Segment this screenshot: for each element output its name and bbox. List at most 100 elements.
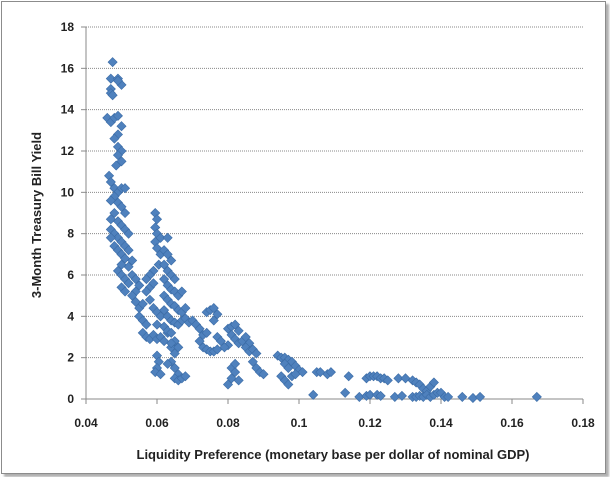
data-point <box>169 362 180 374</box>
data-point <box>155 311 166 322</box>
x-tick-label: 0.04 <box>74 416 98 430</box>
data-point <box>141 319 152 330</box>
data-point <box>159 305 170 316</box>
data-point <box>159 336 170 347</box>
data-point <box>297 367 308 378</box>
data-point <box>283 362 294 374</box>
data-point <box>240 331 251 343</box>
data-point <box>382 375 393 386</box>
x-tick-label: 0.18 <box>571 416 595 430</box>
data-point <box>428 377 439 388</box>
data-point <box>283 379 294 390</box>
data-point <box>116 259 127 270</box>
x-tick-label: 0.12 <box>358 416 382 430</box>
data-point <box>194 336 205 347</box>
data-point <box>111 160 122 171</box>
data-point <box>343 371 354 382</box>
data-point <box>120 253 131 264</box>
data-point <box>162 232 173 243</box>
data-point <box>112 150 123 161</box>
data-point <box>137 298 148 309</box>
data-point <box>144 294 155 305</box>
data-point <box>364 389 376 400</box>
data-point <box>116 156 127 167</box>
data-point <box>105 195 116 206</box>
data-point <box>173 342 184 353</box>
data-point <box>109 133 120 144</box>
data-point <box>375 390 386 401</box>
data-point <box>112 110 123 121</box>
data-point <box>443 391 454 402</box>
data-point <box>290 369 301 380</box>
data-point <box>159 259 170 270</box>
data-point <box>166 338 177 349</box>
data-point <box>107 57 118 68</box>
x-tick-label: 0.06 <box>145 416 169 430</box>
data-point <box>151 243 163 254</box>
data-point <box>130 274 141 285</box>
data-point <box>230 358 241 369</box>
data-point <box>475 391 486 402</box>
data-point <box>123 245 134 256</box>
data-point <box>134 280 145 291</box>
x-tick-label: 0.08 <box>216 416 240 430</box>
y-tick-label: 0 <box>67 392 74 406</box>
y-tick-label: 8 <box>67 227 74 241</box>
data-point <box>105 73 116 84</box>
data-point <box>155 369 166 380</box>
data-point <box>141 286 152 297</box>
data-point <box>400 373 411 384</box>
data-point <box>123 228 134 239</box>
data-point <box>233 375 244 386</box>
data-point <box>180 303 191 314</box>
data-point <box>208 315 219 326</box>
data-point <box>230 319 241 330</box>
y-tick-label: 4 <box>67 309 74 323</box>
y-tick-label: 14 <box>61 103 75 117</box>
data-point <box>201 327 212 338</box>
x-tick-label: 0.14 <box>429 416 453 430</box>
data-point <box>112 75 123 86</box>
x-axis-title: Liquidity Preference (monetary base per … <box>137 447 530 462</box>
y-tick-label: 10 <box>61 185 75 199</box>
data-point <box>325 367 336 378</box>
data-point <box>315 367 326 378</box>
data-point <box>166 327 177 338</box>
data-point <box>308 389 319 400</box>
data-point <box>219 342 230 353</box>
data-point <box>169 274 180 285</box>
data-point <box>169 348 180 359</box>
data-point <box>130 296 141 307</box>
y-axis-title: 3-Month Treasury Bill Yield <box>29 132 44 298</box>
x-tick-label: 0.16 <box>500 416 524 430</box>
data-point <box>208 303 219 314</box>
data-point <box>162 249 173 260</box>
data-point <box>150 367 161 378</box>
y-tick-label: 6 <box>67 268 74 282</box>
x-tick-label: 0.1 <box>291 416 308 430</box>
data-point <box>233 325 244 336</box>
data-point <box>105 176 116 188</box>
data-point <box>176 286 187 297</box>
data-point <box>105 214 116 225</box>
data-point <box>396 390 407 401</box>
data-point <box>212 309 223 320</box>
data-point <box>531 391 542 402</box>
data-point <box>107 90 118 101</box>
data-point <box>141 274 152 285</box>
data-point <box>226 373 237 384</box>
data-point <box>162 358 173 369</box>
data-point <box>340 387 351 398</box>
data-point <box>247 356 258 367</box>
y-tick-label: 16 <box>61 61 75 75</box>
data-point <box>120 286 131 297</box>
data-point <box>159 274 170 285</box>
data-point <box>120 183 131 194</box>
y-tick-label: 12 <box>61 144 75 158</box>
data-point <box>116 121 127 132</box>
data-point <box>251 348 262 359</box>
data-point <box>109 207 120 219</box>
data-point <box>105 232 116 243</box>
data-point <box>222 379 234 390</box>
